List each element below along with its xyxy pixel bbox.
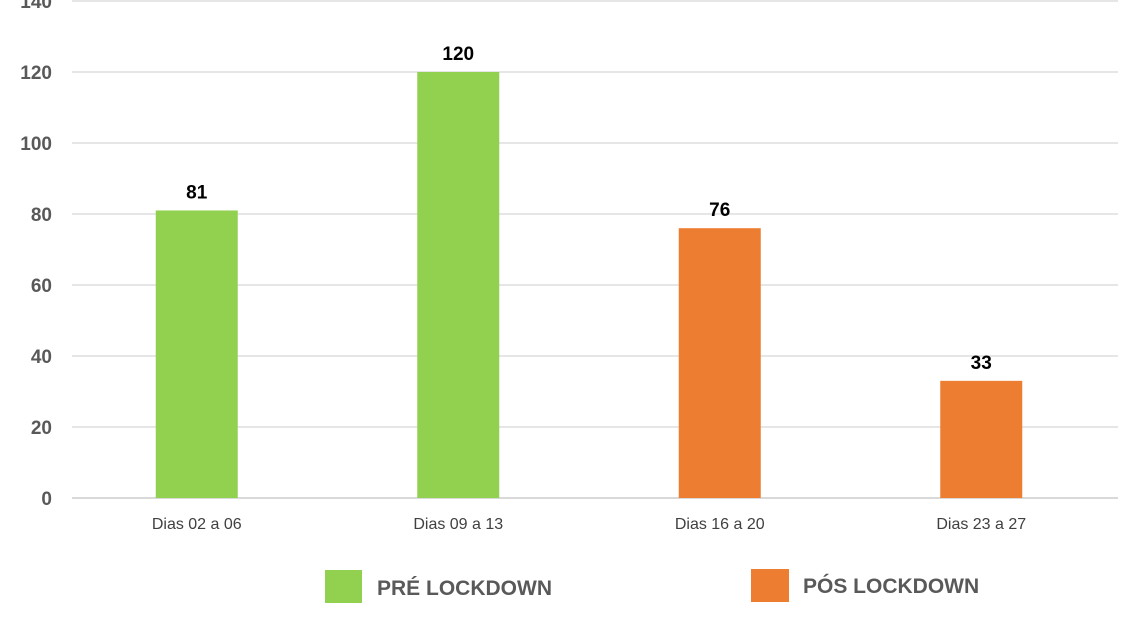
y-tick-label: 0 (41, 489, 52, 510)
y-tick-label: 80 (31, 205, 52, 226)
y-tick-label: 140 (20, 0, 52, 13)
y-tick-label: 20 (31, 418, 52, 439)
y-tick-label: 100 (20, 134, 52, 155)
data-label: 76 (709, 200, 730, 221)
legend-swatch-pos-lockdown (751, 569, 789, 602)
y-tick-label: 60 (31, 276, 52, 297)
x-axis-labels: Dias 02 a 06 Dias 09 a 13 Dias 16 a 20 Dias… (152, 516, 1026, 533)
y-tick-label: 40 (31, 347, 52, 368)
legend-label-pos-lockdown: PÓS LOCKDOWN (803, 574, 979, 598)
x-tick-label: Dias 09 a 13 (413, 516, 503, 533)
bar (678, 228, 761, 498)
bar (417, 72, 500, 498)
data-label: 33 (971, 353, 992, 374)
data-label: 120 (442, 44, 474, 65)
data-label: 81 (186, 182, 208, 203)
y-axis-ticks: 0 20 40 60 80 100 120 140 (20, 0, 52, 510)
x-tick-label: Dias 02 a 06 (152, 516, 242, 533)
bar (155, 210, 238, 498)
x-tick-label: Dias 23 a 27 (936, 516, 1026, 533)
bars: 81 120 76 33 (155, 44, 1023, 498)
x-tick-label: Dias 16 a 20 (675, 516, 765, 533)
legend-swatch-pre-lockdown (325, 570, 362, 603)
legend-label-pre-lockdown: PRÉ LOCKDOWN (377, 577, 552, 600)
legend: PRÉ LOCKDOWN PÓS LOCKDOWN (325, 569, 979, 603)
bar (940, 380, 1023, 498)
gridlines (72, 0, 1118, 499)
y-tick-label: 120 (20, 63, 52, 84)
